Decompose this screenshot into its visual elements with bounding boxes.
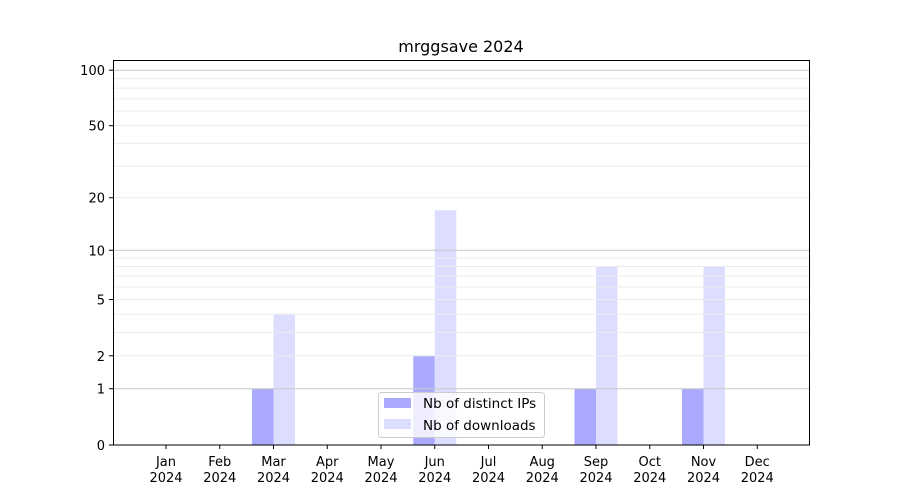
bar-ips	[252, 388, 274, 445]
y-tick-label: 1	[97, 383, 105, 398]
y-tick-label: 50	[88, 120, 105, 135]
x-tick-label: Dec 2024	[741, 455, 774, 486]
x-tick-label: Jun 2024	[418, 455, 451, 486]
x-tick-label: May 2024	[364, 455, 397, 486]
plot-frame	[113, 60, 810, 446]
x-tick-label: Jul 2024	[472, 455, 505, 486]
x-tick-label: Feb 2024	[203, 455, 236, 486]
legend-label-downloads: Nb of downloads	[423, 418, 536, 434]
y-tick-label: 20	[88, 192, 105, 207]
x-tick-label: Sep 2024	[579, 455, 612, 486]
legend-label-ips: Nb of distinct IPs	[423, 396, 536, 412]
x-tick-label: Apr 2024	[311, 455, 344, 486]
x-tick-label: Oct 2024	[633, 455, 666, 486]
bar-downloads	[273, 314, 295, 445]
bar-downloads	[434, 210, 457, 445]
y-tick-label: 100	[80, 64, 105, 79]
legend-frame	[378, 392, 545, 438]
grid-overlay	[113, 69, 810, 390]
legend-swatch-ips	[384, 398, 411, 408]
y-tick-label: 0	[97, 439, 105, 454]
legend-swatch-downloads	[384, 419, 411, 429]
x-tick-label: Jan 2024	[149, 455, 182, 486]
bar-ips	[682, 388, 704, 445]
y-tick-label: 5	[97, 293, 105, 308]
x-axis: Jan 2024 Feb 2024 Mar 2024 Apr 2024 May 2024 Jun 20…	[149, 445, 774, 486]
x-tick-label: Mar 2024	[257, 455, 290, 486]
y-tick-label: 10	[88, 244, 105, 259]
bar-ips	[574, 388, 596, 445]
x-tick-label: Nov 2024	[687, 455, 720, 486]
y-axis: 0 1 2 5 10 20 50 100	[80, 64, 113, 454]
chart-title: mrggsave 2024	[398, 37, 523, 56]
y-tick-label: 2	[97, 350, 105, 365]
x-tick-label: Aug 2024	[526, 455, 559, 486]
legend: Nb of distinct IPs Nb of downloads	[378, 392, 545, 438]
